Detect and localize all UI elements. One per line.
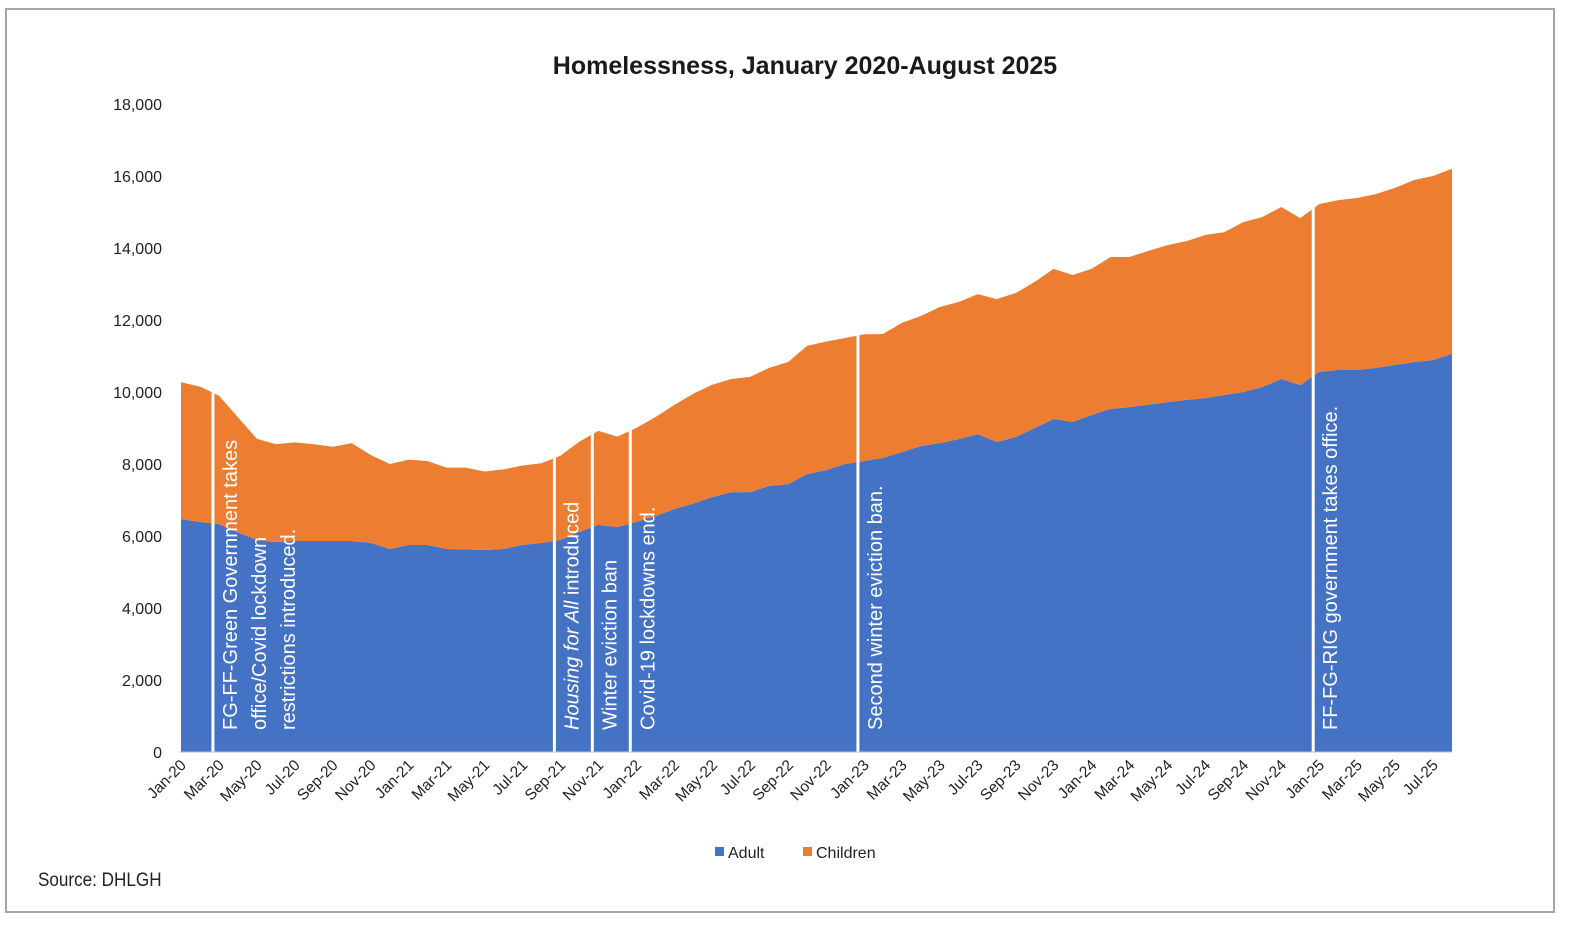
y-tick-label: 4,000 bbox=[122, 601, 162, 618]
annotation-text-part: Winter eviction ban bbox=[599, 560, 621, 730]
x-tick-label: Nov-20 bbox=[332, 757, 380, 805]
y-tick-label: 6,000 bbox=[122, 529, 162, 546]
annotation-text-part: FF-FG-RIG government takes office. bbox=[1320, 406, 1342, 730]
x-tick-label: Jan-23 bbox=[827, 757, 873, 803]
x-tick-label: Nov-22 bbox=[787, 757, 834, 804]
x-tick-label: May-21 bbox=[445, 757, 494, 806]
source-note: Source: DHLGH bbox=[38, 870, 162, 891]
x-tick-label: May-25 bbox=[1355, 757, 1404, 806]
y-tick-label: 2,000 bbox=[122, 673, 162, 690]
annotation-text: FF-FG-RIG government takes office. bbox=[1320, 406, 1342, 730]
annotation-text-part: office/Covid lockdown bbox=[249, 537, 271, 730]
annotation-text: Covid-19 lockdowns end. bbox=[637, 507, 659, 730]
x-tick-label: May-22 bbox=[672, 757, 721, 806]
y-tick-label: 16,000 bbox=[113, 169, 162, 186]
y-tick-label: 10,000 bbox=[113, 385, 162, 402]
x-tick-label: Sep-22 bbox=[750, 757, 797, 804]
x-tick-label: Jan-24 bbox=[1055, 757, 1101, 803]
annotation-text-part: Second winter eviction ban. bbox=[865, 485, 887, 730]
legend-swatch-children bbox=[803, 847, 812, 856]
x-tick-label: Jan-25 bbox=[1282, 757, 1328, 803]
legend-label-children: Children bbox=[816, 845, 876, 862]
x-tick-label: Sep-21 bbox=[522, 757, 569, 804]
annotation-text: Winter eviction ban bbox=[599, 560, 621, 730]
y-tick-label: 0 bbox=[153, 745, 162, 762]
annotation-text: FG-FF-Green Government takes bbox=[220, 440, 242, 730]
annotation-text-part: Covid-19 lockdowns end. bbox=[637, 507, 659, 730]
y-tick-label: 12,000 bbox=[113, 313, 162, 330]
annotation-text-part: Housing for All bbox=[561, 600, 583, 730]
legend-label-adult: Adult bbox=[728, 845, 765, 862]
annotation-text: Housing for All introduced bbox=[561, 502, 583, 730]
annotation-text-part: restrictions introduced. bbox=[278, 529, 300, 730]
legend-swatch-adult bbox=[715, 847, 724, 856]
y-tick-label: 8,000 bbox=[122, 457, 162, 474]
x-tick-label: Sep-24 bbox=[1205, 757, 1253, 805]
area-children bbox=[181, 168, 1452, 551]
annotation-text: restrictions introduced. bbox=[278, 529, 300, 730]
x-tick-label: Jan-22 bbox=[600, 757, 646, 803]
annotation-text: office/Covid lockdown bbox=[249, 537, 271, 730]
area-adult bbox=[181, 353, 1452, 752]
x-tick-label: Jan-20 bbox=[144, 757, 190, 803]
annotation-text-part: FG-FF-Green Government takes bbox=[220, 440, 242, 730]
x-tick-label: Jan-21 bbox=[372, 757, 418, 803]
annotation-text-part: introduced bbox=[561, 502, 583, 601]
annotation-text: Second winter eviction ban. bbox=[865, 485, 887, 730]
x-tick-label: Sep-20 bbox=[294, 757, 342, 805]
x-tick-label: Nov-23 bbox=[1015, 757, 1062, 804]
x-tick-label: Jul-25 bbox=[1400, 757, 1442, 799]
x-tick-label: May-20 bbox=[217, 757, 266, 806]
x-tick-label: May-24 bbox=[1128, 757, 1177, 806]
chart-frame bbox=[5, 8, 1555, 913]
x-tick-label: Nov-21 bbox=[560, 757, 607, 804]
y-tick-label: 14,000 bbox=[113, 241, 162, 258]
y-tick-label: 18,000 bbox=[113, 97, 162, 114]
chart-title: Homelessness, January 2020-August 2025 bbox=[553, 52, 1058, 80]
x-tick-label: May-23 bbox=[900, 757, 949, 806]
x-tick-label: Sep-23 bbox=[977, 757, 1024, 804]
x-tick-label: Nov-24 bbox=[1243, 757, 1291, 805]
